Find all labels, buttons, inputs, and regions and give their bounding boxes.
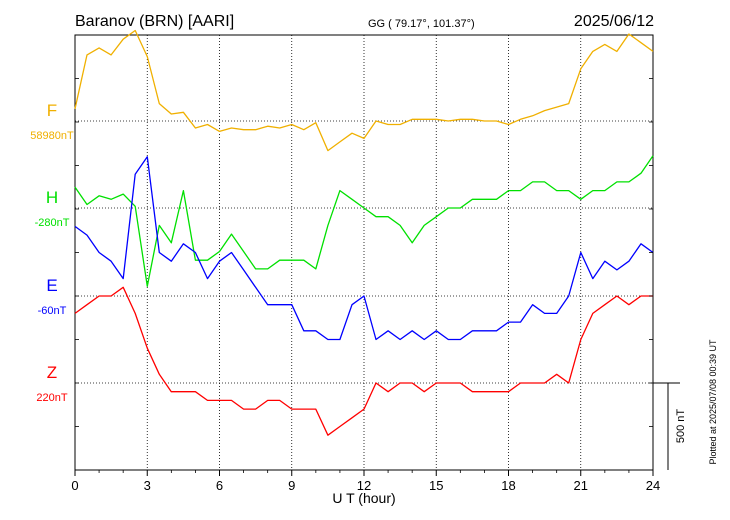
x-tick-label: 9 bbox=[288, 478, 295, 493]
x-tick-label: 6 bbox=[216, 478, 223, 493]
series-name-z: Z bbox=[47, 363, 57, 382]
plotted-at-note: Plotted at 2025/07/08 00:39 UT bbox=[708, 339, 718, 465]
coordinates-label: GG ( 79.17°, 101.37°) bbox=[368, 18, 475, 30]
x-tick-label: 0 bbox=[71, 478, 78, 493]
station-title: Baranov (BRN) [AARI] bbox=[75, 13, 234, 30]
baseline-value-e: -60nT bbox=[38, 305, 67, 317]
series-name-e: E bbox=[46, 276, 57, 295]
grid-lines bbox=[146, 35, 582, 470]
trace-f bbox=[74, 29, 654, 152]
baseline-value-z: 220nT bbox=[36, 392, 67, 404]
x-tick-label: 24 bbox=[646, 478, 660, 493]
x-tick-label: 15 bbox=[429, 478, 443, 493]
trace-h bbox=[74, 155, 654, 287]
x-tick-label: 18 bbox=[501, 478, 515, 493]
series-name-h: H bbox=[46, 188, 58, 207]
scale-bar-label: 500 nT bbox=[675, 409, 687, 444]
x-axis-label: U T (hour) bbox=[332, 490, 395, 506]
x-tick-label: 3 bbox=[144, 478, 151, 493]
baseline-value-h: -280nT bbox=[35, 217, 70, 229]
baseline-value-f: 58980nT bbox=[30, 130, 74, 142]
trace-z bbox=[74, 286, 653, 436]
x-ticks: 0 3 6 9 12 15 18 21 24 bbox=[71, 78, 660, 493]
series-name-f: F bbox=[47, 101, 57, 120]
scale-bar: 500 nT bbox=[653, 382, 687, 470]
traces bbox=[74, 29, 654, 436]
date-label: 2025/06/12 bbox=[574, 13, 654, 30]
series-labels: F 58980nT H -280nT E -60nT Z 220nT bbox=[30, 101, 74, 404]
x-tick-label: 21 bbox=[574, 478, 588, 493]
trace-e bbox=[74, 156, 654, 341]
x-tick-label: 12 bbox=[357, 478, 371, 493]
